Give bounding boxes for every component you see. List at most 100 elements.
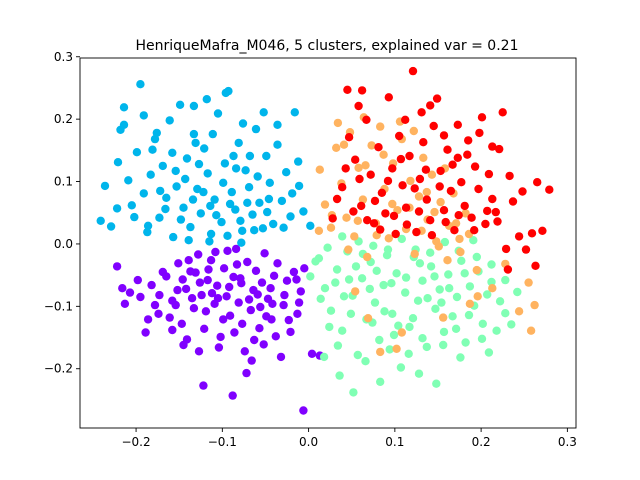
scatter-point	[178, 275, 187, 284]
scatter-point	[464, 136, 473, 145]
scatter-point	[199, 187, 208, 197]
scatter-point	[357, 201, 366, 211]
scatter-point	[437, 298, 446, 307]
scatter-point	[196, 209, 205, 218]
scatter-point	[363, 216, 372, 225]
scatter-point	[470, 162, 480, 171]
scatter-point	[265, 178, 274, 187]
scatter-point	[213, 294, 223, 303]
scatter-point	[173, 285, 182, 295]
scatter-point	[269, 271, 279, 280]
scatter-point	[448, 160, 457, 169]
scatter-point	[346, 309, 356, 318]
scatter-point	[262, 312, 271, 321]
scatter-point	[412, 227, 421, 237]
scatter-point	[427, 170, 437, 179]
scatter-point	[444, 270, 453, 279]
scatter-point	[177, 319, 186, 328]
scatter-point	[119, 120, 129, 129]
scatter-point	[259, 108, 268, 117]
scatter-point	[171, 166, 180, 176]
scatter-point	[370, 298, 380, 307]
scatter-point	[172, 182, 181, 191]
scatter-point	[320, 200, 330, 209]
scatter-point	[472, 252, 481, 262]
scatter-point	[450, 226, 459, 235]
scatter-point	[273, 140, 282, 149]
scatter-point	[189, 129, 199, 139]
scatter-point	[194, 347, 204, 356]
scatter-point	[243, 198, 252, 207]
scatter-point	[432, 94, 442, 103]
scatter-point	[264, 194, 274, 204]
scatter-point	[343, 85, 352, 95]
scatter-point	[357, 86, 367, 95]
scatter-point	[344, 245, 353, 254]
scatter-point	[473, 292, 482, 301]
scatter-point	[256, 302, 265, 312]
scatter-point	[213, 109, 223, 118]
y-tick-label: 0.1	[54, 175, 73, 189]
scatter-point	[487, 260, 496, 269]
scatter-point	[118, 284, 127, 293]
scatter-point	[255, 324, 264, 333]
scatter-point	[362, 115, 371, 125]
scatter-point	[136, 80, 145, 89]
scatter-point	[451, 219, 461, 228]
scatter-point	[432, 379, 441, 388]
scatter-point	[495, 144, 504, 154]
scatter-point	[133, 275, 142, 285]
scatter-point	[152, 128, 161, 138]
scatter-point	[279, 300, 288, 310]
scatter-point	[219, 264, 229, 273]
scatter-point	[231, 244, 241, 254]
scatter-point	[230, 328, 239, 337]
scatter-point	[344, 133, 354, 142]
scatter-point	[284, 315, 293, 325]
scatter-point	[168, 148, 177, 157]
scatter-point	[139, 189, 148, 198]
scatter-point	[225, 282, 234, 292]
scatter-point	[401, 273, 411, 282]
scatter-point	[147, 280, 156, 290]
scatter-point	[415, 259, 425, 268]
scatter-point	[521, 245, 531, 254]
scatter-point	[206, 201, 215, 211]
scatter-point	[426, 248, 435, 257]
scatter-point	[401, 203, 411, 212]
scatter-point	[179, 203, 188, 212]
scatter-point	[524, 278, 533, 287]
scatter-point	[379, 150, 388, 159]
scatter-point	[241, 166, 250, 175]
scatter-point	[439, 313, 448, 322]
scatter-point	[440, 237, 450, 247]
scatter-point	[250, 226, 259, 235]
scatter-point	[213, 281, 222, 290]
scatter-point	[146, 170, 155, 179]
scatter-point	[501, 275, 510, 285]
scatter-point	[195, 278, 205, 287]
scatter-point	[383, 176, 393, 186]
scatter-point	[335, 371, 344, 380]
scatter-point	[158, 267, 167, 277]
scatter-point	[457, 256, 466, 265]
scatter-point	[478, 319, 487, 328]
scatter-point	[132, 148, 142, 157]
scatter-point	[475, 128, 484, 138]
scatter-point	[401, 115, 410, 125]
scatter-point	[405, 151, 414, 161]
scatter-point	[426, 262, 436, 271]
scatter-point	[419, 153, 428, 162]
scatter-point	[501, 309, 510, 318]
scatter-point	[332, 143, 341, 152]
scatter-point	[456, 247, 465, 257]
scatter-point	[351, 262, 361, 271]
scatter-point	[286, 212, 295, 221]
scatter-point	[225, 311, 235, 320]
scatter-point	[477, 334, 487, 343]
scatter-point	[498, 108, 507, 117]
scatter-point	[238, 226, 247, 235]
scatter-point	[350, 232, 359, 241]
scatter-point	[389, 330, 399, 340]
